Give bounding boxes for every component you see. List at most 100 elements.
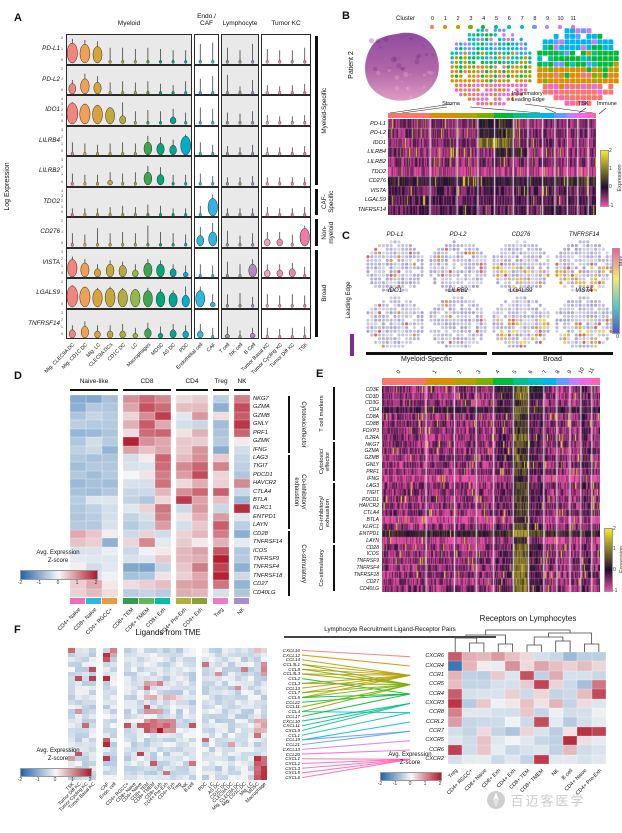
d-heatmap-cell [234,420,250,429]
f-ligand-heatmap-cell [241,676,248,681]
f-ligand-heatmap-cell [163,751,170,757]
b-colorbar-label: Expression [617,164,622,192]
e-gene-label: NKG7 [365,441,379,448]
a-ytick-label: 0 [61,332,63,336]
f-ligand-heatmap-cell [89,732,96,738]
c-map-title: TNFRSF14 [568,232,600,238]
f-ligand-heatmap-cell [124,699,131,705]
d-heatmap-cell [192,445,208,454]
f-ligand-heatmap-cell [208,648,215,653]
b-cluster-dot [430,25,435,30]
f-ligand-heatmap-cell [247,728,254,733]
f-receptor-heatmap-cell [505,698,520,708]
f-ligand-heatmap-cell [182,765,189,771]
f-receptor-heatmap-cell [519,670,535,680]
f-receptor-heatmap-cell [491,661,506,671]
f-ligand-heatmap-cell [103,756,110,762]
f-receptor-heatmap-cell [448,736,463,746]
f-ligand-label: CCL5 [288,695,300,700]
f-ligand-heatmap-cell [189,714,196,719]
a-ytick-label: 1 [61,204,63,209]
a-violin-row [70,223,310,247]
f-ligand-heatmap-cell [241,648,248,653]
d-heatmap-cell [213,470,229,480]
f-ligand-heatmap-cell [241,747,248,752]
a-col-group-label: Lymphocyte [222,20,258,27]
a-violin-row [70,165,307,186]
f-receptor-heatmap-cell [505,726,520,736]
f-receptor-heatmap-cell [577,708,592,718]
f-ligand-heatmap-cell [82,676,89,681]
f-receptor-heatmap-cell [476,689,492,699]
e-cluster-bar-segment [512,378,529,385]
a-col-group-label: Tumor KC [271,20,301,27]
f-ligand-heatmap-cell [110,685,117,691]
f-receptor-heatmap-cell [562,680,578,690]
f-ligand-heatmap-cell [110,690,117,696]
f-ligand-heatmap-cell [215,747,222,752]
f-ligand-heatmap-cell [110,676,117,681]
b-cluster-bar-segment [429,113,457,118]
f-receptor-heatmap-cell [577,754,592,764]
c-spatial-map [429,240,487,292]
d-heatmap-cell [70,580,86,589]
f-ligand-heatmap-cell [234,742,241,747]
f-receptor-label: CXCR4 [425,662,444,669]
d-colorbar-tick: 1 [75,580,79,586]
f-ligand-heatmap-cell [228,714,235,719]
f-ligand-heatmap-cell [75,704,82,710]
b-region-label-tsk: TSK [578,101,589,107]
f-ligand-heatmap-cell [189,742,196,747]
f-receptor-heatmap-cell [462,717,477,727]
f-receptor-heatmap-cell [519,708,535,718]
f-ligand-heatmap-cell [234,690,241,696]
d-heatmap-cell [123,420,139,429]
f-ligand-heatmap-cell [150,761,157,766]
d-heatmap-cell [102,496,118,505]
d-heatmap-cell [176,487,192,497]
f-ligand-label: CCL7 [288,690,300,696]
watermark-compass-icon [487,791,505,809]
d-gene-label: GZMA [253,404,270,411]
f-colorbar1-tick: 2 [88,777,92,783]
f-ligand-heatmap-cell [241,732,248,738]
f-ligand-heatmap-cell [124,723,131,729]
d-heatmap-cell [155,445,171,454]
f-ligand-heatmap-cell [234,666,241,672]
d-heatmap-cell [102,462,118,471]
f-ligand-heatmap-cell [143,742,150,747]
f-receptor-heatmap-cell [562,754,578,764]
d-heatmap-cell [139,428,155,438]
f-ligand-heatmap-cell [130,751,137,757]
f-ligand-heatmap-cell [143,737,150,743]
f-ligand-heatmap-cell [150,732,157,738]
d-gene-label: GZMK [253,438,270,445]
f-ligand-heatmap-cell [189,709,196,714]
d-gene-label: NKG7 [253,396,269,402]
b-cluster-bar-segment [527,113,542,118]
f-ligand-heatmap-cell [89,775,96,780]
f-ligand-heatmap-cell [202,699,209,705]
b-cluster-dot [481,25,486,30]
c-spatial-map [366,240,424,292]
a-ytick-label: 1 [61,324,63,329]
f-ligand-heatmap-cell [247,690,254,696]
f-ligand-heatmap-cell [202,685,209,691]
f-ligand-heatmap-cell [169,732,176,738]
e-cluster-bar-segment [475,378,494,385]
f-ligand-heatmap-cell [208,737,215,743]
f-ligand-heatmap-cell [182,648,189,653]
d-heatmap-cell [123,395,139,404]
f-receptor-heatmap-cell [534,726,549,736]
b-cluster-id-label: 9 [546,16,550,22]
f-ligand-heatmap-cell [156,699,163,705]
f-ligand-heatmap-cell [163,742,170,747]
e-row-group-bar [333,387,335,440]
f-ligand-heatmap-cell [234,685,241,691]
f-ligand-heatmap-cell [189,676,196,681]
f-ligand-heatmap-cell [254,747,261,752]
d-col-group-bar [176,389,208,392]
f-ligand-heatmap-cell [208,704,215,710]
f-ligand-heatmap-cell [89,666,96,672]
f-ligand-heatmap-cell [260,737,267,743]
